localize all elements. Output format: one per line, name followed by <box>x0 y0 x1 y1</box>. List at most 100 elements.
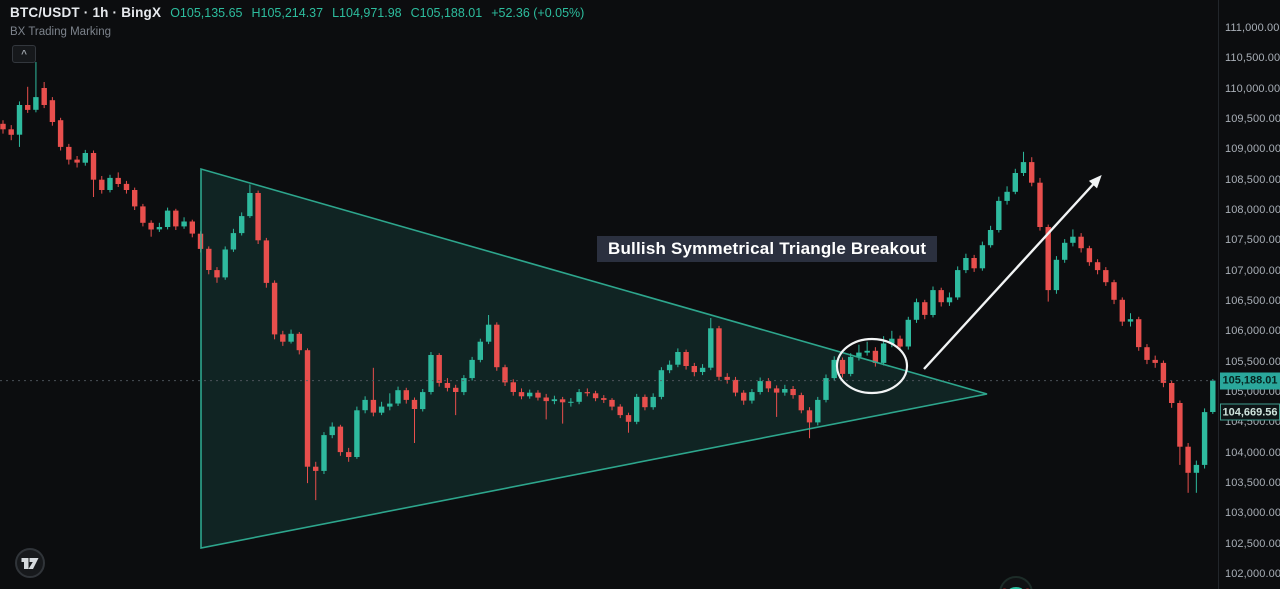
candle-body <box>749 392 755 401</box>
candle-body <box>691 366 697 373</box>
candle-body <box>329 426 335 436</box>
collapse-indicators-button[interactable]: ^ <box>12 45 36 63</box>
ohlc-part-0: O105,135.65 <box>170 6 243 20</box>
candle-body <box>971 258 977 269</box>
candle-body <box>625 415 632 422</box>
candle-body <box>321 435 327 471</box>
current-price-badge: 105,188.01 <box>1220 372 1280 390</box>
candle-body <box>601 398 607 400</box>
candle-body <box>239 216 245 234</box>
candle-body <box>461 378 467 393</box>
indicator-name[interactable]: BX Trading Marking <box>10 26 111 38</box>
triangle-pattern-outline[interactable] <box>200 167 988 549</box>
candlestick-chart-canvas[interactable] <box>0 0 1218 589</box>
candle-body <box>362 399 368 411</box>
candle-body <box>930 290 936 315</box>
candle-body <box>1185 446 1191 473</box>
breakout-annotation-label[interactable]: Bullish Symmetrical Triangle Breakout <box>597 236 938 262</box>
candle-body <box>255 193 261 241</box>
candle-body <box>1012 173 1018 192</box>
candle-body <box>1201 412 1208 465</box>
candle-body <box>411 399 418 409</box>
candle-body <box>485 324 492 342</box>
candle-body <box>963 258 969 271</box>
candle-body <box>247 193 253 217</box>
candle-body <box>765 381 772 389</box>
candle-body <box>568 401 574 403</box>
price-axis-label: 108,500.00 <box>1225 173 1280 186</box>
candle-body <box>683 352 689 366</box>
candle-body <box>856 352 862 357</box>
candle-body <box>699 367 706 372</box>
candle-body <box>1029 162 1035 183</box>
candle-body <box>181 221 187 227</box>
candle-body <box>905 319 911 347</box>
candle-body <box>378 406 385 413</box>
candle-body <box>782 389 788 393</box>
candle-body <box>987 230 994 246</box>
candle-body <box>502 367 508 383</box>
candle-body <box>1210 380 1216 412</box>
candle-body <box>346 452 352 457</box>
candle-body <box>115 177 121 184</box>
price-axis-label: 109,000.00 <box>1225 143 1280 156</box>
symbol-title[interactable]: BTC/USDT · 1h · BingX <box>10 5 162 20</box>
candle-body <box>790 389 796 396</box>
breakout-circle-drawing[interactable] <box>835 337 909 395</box>
candle-body <box>576 392 582 402</box>
candle-body <box>1086 248 1093 263</box>
candle-body <box>477 341 483 360</box>
candle-body <box>510 382 516 392</box>
ohlc-part-4: +52.36 (+0.05%) <box>491 6 585 20</box>
candle-body <box>757 381 763 392</box>
candle-body <box>8 129 14 135</box>
candle-body <box>74 159 80 163</box>
candle-body <box>354 410 360 457</box>
candle-body <box>436 355 442 383</box>
candle-body <box>263 240 270 283</box>
candle-body <box>551 399 558 402</box>
candle-body <box>798 395 804 411</box>
candle-body <box>913 302 920 320</box>
candle-body <box>1169 383 1175 403</box>
candle-body <box>444 383 451 388</box>
price-axis-label: 102,000.00 <box>1225 568 1280 581</box>
candle-body <box>543 397 549 402</box>
candle-body <box>1078 236 1084 249</box>
candle-body <box>1152 359 1158 363</box>
candle-body <box>1037 182 1043 227</box>
candle-body <box>708 328 714 368</box>
candle-body <box>1070 236 1076 243</box>
candle-body <box>1103 270 1109 283</box>
candle-body <box>823 378 829 400</box>
tradingview-logo[interactable] <box>15 548 45 578</box>
candle-body <box>453 387 459 392</box>
candle-body <box>831 359 837 379</box>
candle-body <box>1111 282 1117 300</box>
price-axis-label: 105,500.00 <box>1225 355 1280 368</box>
candle-body <box>189 221 195 234</box>
candle-body <box>839 359 846 374</box>
trend-arrow-line[interactable] <box>923 177 1100 370</box>
candle-body <box>1094 262 1101 271</box>
secondary-price-badge: 104,669.56 <box>1220 403 1280 421</box>
candle-body <box>1160 362 1167 383</box>
candle-body <box>1020 162 1027 173</box>
price-axis-label: 106,500.00 <box>1225 295 1280 308</box>
candle-body <box>156 227 163 230</box>
candle-body <box>387 403 393 407</box>
candle-body <box>806 410 813 423</box>
price-axis[interactable]: 111,000.00 110,500.00 110,000.00 109,500.00… <box>1218 0 1280 589</box>
candle-body <box>741 392 747 401</box>
price-axis-label: 106,000.00 <box>1225 325 1280 338</box>
candle-body <box>979 245 986 269</box>
candle-body <box>880 343 887 363</box>
candle-body <box>337 426 344 453</box>
triangle-pattern-fill[interactable] <box>201 169 987 548</box>
candle-body <box>559 399 566 403</box>
candle-body <box>1193 464 1200 473</box>
candle-body <box>33 97 39 110</box>
candle-body <box>658 370 665 397</box>
ohlc-part-2: L104,971.98 <box>332 6 402 20</box>
candle-body <box>675 352 681 365</box>
